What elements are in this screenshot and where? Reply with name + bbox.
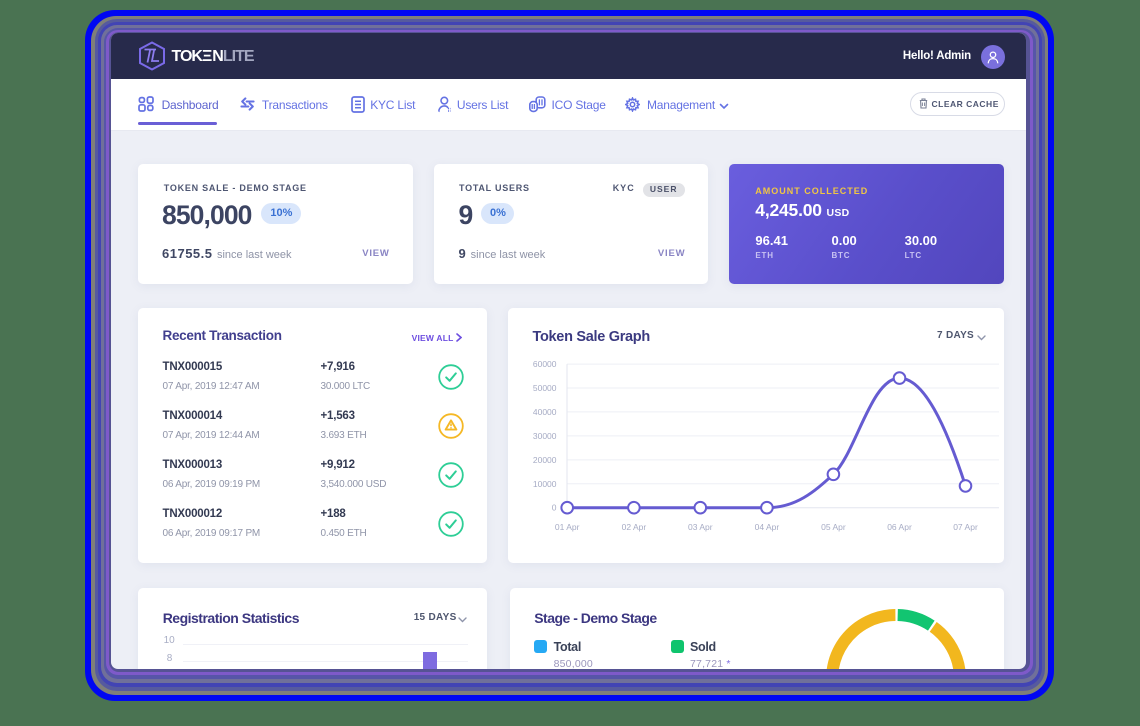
svg-text:02 Apr: 02 Apr	[621, 522, 646, 532]
svg-text:10000: 10000	[532, 479, 556, 489]
svg-text:04 Apr: 04 Apr	[754, 522, 779, 532]
svg-text:03 Apr: 03 Apr	[688, 522, 713, 532]
svg-text:0: 0	[551, 503, 556, 513]
svg-text:40000: 40000	[532, 407, 556, 417]
svg-text:06 Apr: 06 Apr	[887, 522, 912, 532]
svg-text:07 Apr: 07 Apr	[953, 522, 978, 532]
svg-text:01 Apr: 01 Apr	[554, 522, 579, 532]
svg-text:50000: 50000	[532, 383, 556, 393]
svg-text:05 Apr: 05 Apr	[821, 522, 846, 532]
svg-text:30000: 30000	[532, 431, 556, 441]
svg-text:60000: 60000	[532, 359, 556, 369]
svg-text:20000: 20000	[532, 455, 556, 465]
